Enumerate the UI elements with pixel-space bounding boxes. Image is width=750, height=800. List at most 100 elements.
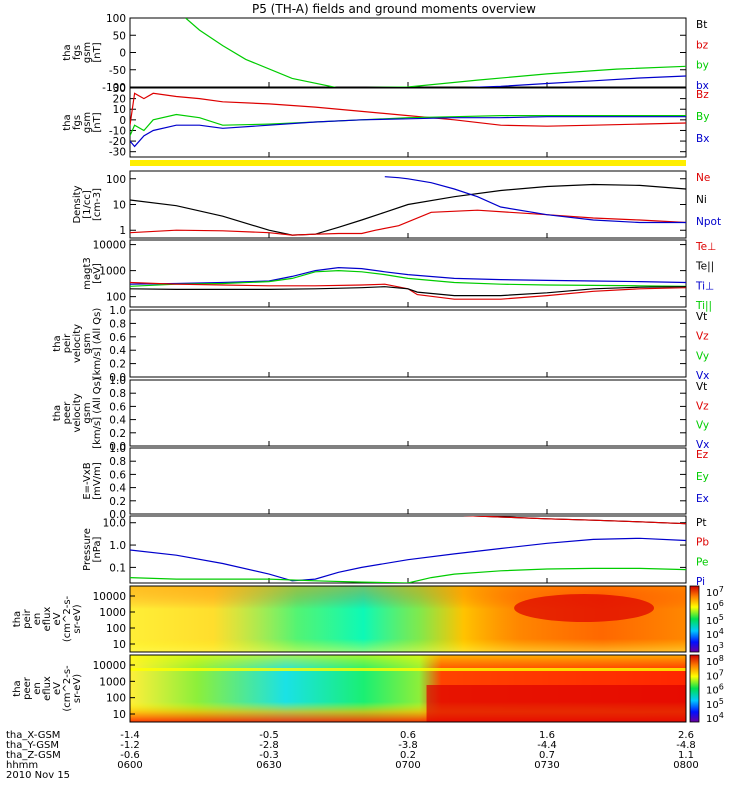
panel-frame bbox=[129, 17, 687, 88]
series-group bbox=[130, 266, 686, 300]
y-axis-label: fgs bbox=[72, 115, 83, 130]
ephemeris-value: -0.6 bbox=[120, 750, 140, 761]
colorbar-tick-label: 105 bbox=[706, 613, 724, 627]
mode-bar bbox=[130, 160, 686, 166]
legend-label: Vt bbox=[696, 311, 707, 323]
legend-label: Bx bbox=[696, 133, 709, 145]
y-tick-label: 10 bbox=[113, 200, 126, 212]
panel-frame bbox=[129, 654, 687, 723]
spectrogram-hot-region bbox=[426, 685, 686, 722]
series-line-Te|| bbox=[130, 286, 686, 297]
ephemeris-value: 1.6 bbox=[539, 730, 555, 741]
y-axis-label: [km/s] (All Qs) bbox=[92, 377, 103, 449]
y-tick-label: 100 bbox=[106, 292, 126, 304]
y-axis-label: tha bbox=[62, 114, 73, 130]
series-line-Pb bbox=[463, 516, 686, 525]
y-tick-label: 0.8 bbox=[109, 456, 126, 468]
colorbar-tick-label: 106 bbox=[706, 683, 724, 697]
ephemeris-value: 0600 bbox=[117, 760, 142, 771]
y-axis-label: Density bbox=[72, 185, 83, 223]
series-line-Ti⊥ bbox=[130, 266, 686, 285]
legend-label: Pb bbox=[696, 537, 709, 549]
series-line-Pi bbox=[130, 537, 686, 582]
panel-frame bbox=[129, 585, 687, 653]
colorbar-tick-label: 107 bbox=[706, 585, 724, 599]
legend-label: Bt bbox=[696, 19, 707, 31]
legend-label: Pt bbox=[696, 517, 706, 529]
y-axis-label: sr-eV) bbox=[72, 674, 83, 703]
panel-3 bbox=[130, 160, 686, 166]
y-tick-label: 0.4 bbox=[109, 345, 126, 357]
legend-label: Ex bbox=[696, 493, 709, 505]
y-tick-label: 0.4 bbox=[109, 483, 126, 495]
colorbar bbox=[689, 585, 700, 653]
legend-label: Ey bbox=[696, 471, 709, 483]
y-axis-label: magt3 bbox=[82, 257, 93, 290]
panel-4: 100 10 1 Ne Ni Npot Density [1/cc] [cm-3] bbox=[72, 170, 721, 239]
legend-label: Vz bbox=[696, 331, 709, 343]
ephemeris-row-label: tha_X-GSM bbox=[6, 730, 60, 741]
y-axis-label: [nPa] bbox=[92, 536, 103, 562]
y-axis-label: en bbox=[32, 682, 43, 695]
ephemeris-value: 0.7 bbox=[539, 750, 555, 761]
y-tick-label: 0.2 bbox=[109, 496, 126, 508]
colorbar-tick-label: 104 bbox=[706, 627, 724, 641]
y-axis-label: tha bbox=[52, 335, 63, 351]
ephemeris-value: 0700 bbox=[395, 760, 420, 771]
y-axis-label: eflux bbox=[42, 676, 53, 701]
panel-frame bbox=[129, 87, 687, 158]
y-tick-label: 10000 bbox=[93, 591, 126, 603]
series-group bbox=[130, 516, 686, 583]
y-axis-label: [nT] bbox=[92, 112, 103, 132]
legend-label: by bbox=[696, 60, 709, 72]
y-axis-label: [nT] bbox=[92, 42, 103, 62]
y-axis-label: [cm-3] bbox=[92, 188, 103, 221]
ephemeris-value: 0730 bbox=[534, 760, 559, 771]
y-tick-label: 10000 bbox=[93, 660, 126, 672]
y-tick-label: 1000 bbox=[99, 266, 126, 278]
y-tick-label: 0.2 bbox=[109, 359, 126, 371]
colorbar bbox=[689, 654, 700, 723]
y-axis-label: Pressure bbox=[82, 528, 93, 571]
panel-frame bbox=[129, 515, 687, 584]
legend-label: Npot bbox=[696, 216, 721, 228]
legend-label: Ti⊥ bbox=[695, 280, 714, 292]
chart-title: P5 (TH-A) fields and ground moments over… bbox=[252, 2, 536, 16]
y-axis-label: peir bbox=[62, 333, 73, 353]
ephemeris-value: 1.1 bbox=[678, 750, 694, 761]
y-tick-label: 1.0 bbox=[109, 305, 126, 317]
panel-frame bbox=[129, 309, 687, 378]
ephemeris-value: 0800 bbox=[673, 760, 698, 771]
ephemeris-value: -3.8 bbox=[398, 740, 418, 751]
y-tick-label: 100 bbox=[106, 623, 126, 635]
y-tick-label: 1000 bbox=[99, 607, 126, 619]
y-tick-label: 50 bbox=[113, 30, 126, 42]
y-tick-label: 100 bbox=[106, 693, 126, 705]
y-tick-label: 10 bbox=[113, 639, 126, 651]
y-tick-label: 10.0 bbox=[103, 518, 126, 530]
series-group bbox=[130, 176, 686, 236]
colorbar-tick-label: 106 bbox=[706, 599, 724, 613]
y-axis-label: velocity bbox=[72, 393, 83, 432]
y-tick-label: 0 bbox=[119, 48, 126, 60]
series-line-Ne bbox=[130, 209, 686, 236]
y-axis-label: [km/s] (All Qs) bbox=[92, 308, 103, 380]
legend-label: Ne bbox=[696, 172, 710, 184]
panel-1: 100 50 0 -50 -100 Bt bz by bx tha fgs gsm [nT] bbox=[62, 13, 709, 94]
legend-label: Pi bbox=[696, 576, 705, 588]
y-axis-label: tha bbox=[62, 44, 73, 60]
legend-label: Vy bbox=[696, 420, 709, 432]
y-tick-label: 1.0 bbox=[109, 375, 126, 387]
panel-frame bbox=[129, 379, 687, 447]
panel-frame bbox=[129, 447, 687, 515]
y-tick-label: -20 bbox=[109, 136, 126, 148]
series-line-by bbox=[185, 18, 686, 87]
legend-label: bx bbox=[696, 80, 709, 92]
series-group bbox=[130, 92, 686, 148]
y-tick-label: 0.8 bbox=[109, 318, 126, 330]
legend-label: By bbox=[696, 111, 709, 123]
